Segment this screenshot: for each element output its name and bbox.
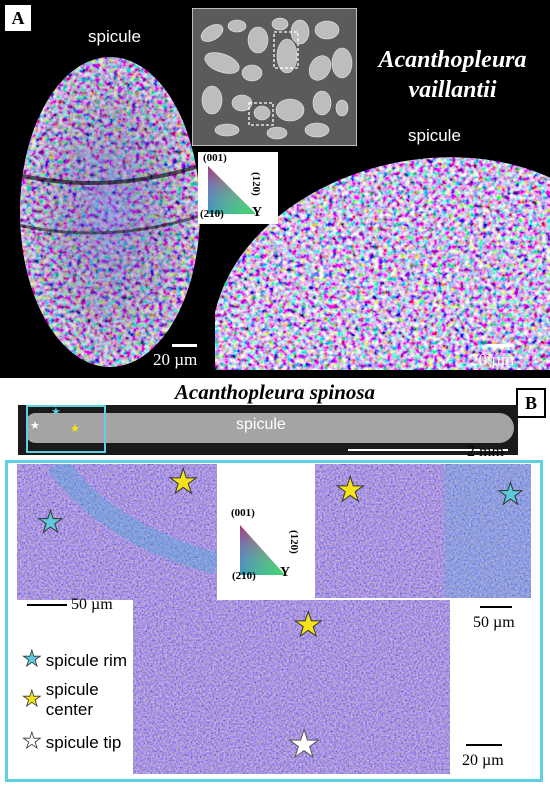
key-rim: ★ spicule rim bbox=[22, 646, 127, 672]
small-star-rim: ★ bbox=[51, 406, 61, 418]
spicule-label-b: spicule bbox=[236, 416, 286, 433]
ipf-legend-a bbox=[198, 152, 278, 224]
star-rim-left: ★ bbox=[37, 506, 65, 540]
scale-label-left: 20 µm bbox=[153, 350, 198, 369]
ipf-legend-b bbox=[240, 525, 285, 575]
scale-label-b-left: 50 µm bbox=[71, 596, 113, 613]
key-tip: ★ spicule tip bbox=[22, 728, 122, 754]
legend-a-axis: Y bbox=[252, 205, 263, 220]
ebsd-map-b-right bbox=[315, 464, 531, 598]
star-center-left: ★ bbox=[167, 464, 199, 502]
legend-b-bottom: (210) bbox=[232, 570, 256, 582]
scale-label-b-bottom: 20 µm bbox=[462, 752, 504, 769]
key-center-star: ★ bbox=[22, 686, 43, 712]
scale-label-b-right: 50 µm bbox=[473, 614, 515, 631]
species-a-line2: vaillantii bbox=[408, 77, 497, 103]
scale-bar-b-bottom bbox=[466, 744, 502, 746]
key-rim-star: ★ bbox=[22, 646, 43, 672]
key-center-label: spicule center bbox=[45, 680, 99, 719]
panel-label-a: A bbox=[3, 3, 33, 33]
scale-label-right: 20 µm bbox=[470, 350, 515, 369]
star-center-right: ★ bbox=[334, 472, 366, 510]
panel-label-b: B bbox=[516, 388, 546, 418]
species-a-line1: Acanthopleura bbox=[378, 47, 527, 73]
key-center: ★ spicule center bbox=[22, 680, 99, 720]
scale-bar-top bbox=[348, 449, 508, 451]
key-tip-star: ★ bbox=[22, 728, 43, 754]
ebsd-map-b-left bbox=[17, 464, 217, 600]
scale-label-top: 2 mm bbox=[467, 443, 504, 460]
star-center-bottom: ★ bbox=[292, 607, 324, 645]
key-rim-label: spicule rim bbox=[45, 651, 127, 670]
scale-bar-b-right bbox=[480, 606, 512, 608]
spicule-tip-box bbox=[26, 405, 106, 453]
magnified-frame bbox=[5, 460, 543, 782]
ebsd-map-b-bottom bbox=[133, 600, 450, 774]
small-star-center: ★ bbox=[70, 423, 80, 435]
panel-a: (001) (210) (120) Y A spicule spicule Ac… bbox=[0, 0, 550, 378]
spicule-label-left: spicule bbox=[88, 27, 141, 46]
species-title-a: Acanthopleura vaillantii bbox=[360, 45, 545, 105]
legend-a-right: (120) bbox=[250, 172, 262, 196]
scale-bar-left bbox=[172, 344, 197, 347]
species-title-b: Acanthopleura spinosa bbox=[174, 380, 376, 404]
scale-bar-b-left bbox=[27, 604, 67, 606]
ebsd-map-left bbox=[20, 57, 200, 367]
spicule-sem: spicule ★ ★ ★ bbox=[18, 405, 518, 455]
spicule-label-right: spicule bbox=[408, 126, 461, 145]
legend-b-right: (120) bbox=[288, 530, 300, 554]
scale-bar-right bbox=[487, 344, 514, 347]
legend-a-bottom: (210) bbox=[200, 208, 224, 220]
legend-b-top: (001) bbox=[231, 507, 255, 519]
key-tip-label: spicule tip bbox=[45, 733, 122, 752]
small-star-tip: ★ bbox=[30, 420, 40, 432]
star-rim-right: ★ bbox=[497, 478, 525, 512]
star-tip-bottom: ★ bbox=[286, 724, 322, 767]
legend-b-axis: Y bbox=[280, 565, 291, 580]
legend-a-top: (001) bbox=[203, 152, 227, 164]
sem-inset bbox=[192, 8, 357, 146]
